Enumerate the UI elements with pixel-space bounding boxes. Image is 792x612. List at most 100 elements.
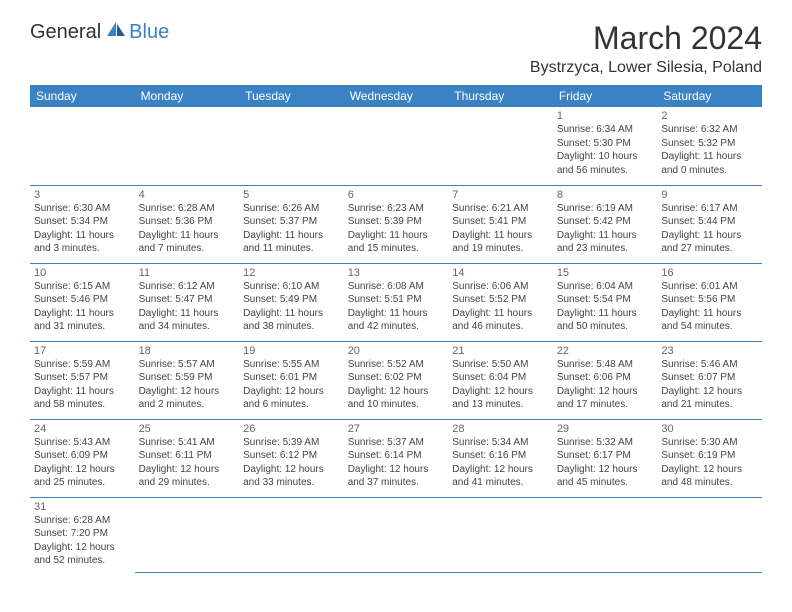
day-info: Sunrise: 6:08 AMSunset: 5:51 PMDaylight:… xyxy=(348,280,445,334)
calendar-day: 13Sunrise: 6:08 AMSunset: 5:51 PMDayligh… xyxy=(344,263,449,341)
calendar-day: 29Sunrise: 5:32 AMSunset: 6:17 PMDayligh… xyxy=(553,419,658,497)
day-number: 18 xyxy=(139,345,236,357)
day-number: 2 xyxy=(661,110,758,122)
day-number: 3 xyxy=(34,189,131,201)
calendar-day: 20Sunrise: 5:52 AMSunset: 6:02 PMDayligh… xyxy=(344,341,449,419)
calendar-day: 31Sunrise: 6:28 AMSunset: 7:20 PMDayligh… xyxy=(30,497,135,573)
day-info: Sunrise: 6:15 AMSunset: 5:46 PMDaylight:… xyxy=(34,280,131,334)
day-info: Sunrise: 5:39 AMSunset: 6:12 PMDaylight:… xyxy=(243,436,340,490)
weekday-tuesday: Tuesday xyxy=(239,85,344,107)
day-number: 6 xyxy=(348,189,445,201)
calendar-row: 10Sunrise: 6:15 AMSunset: 5:46 PMDayligh… xyxy=(30,263,762,341)
calendar-empty xyxy=(344,107,449,185)
calendar-day: 6Sunrise: 6:23 AMSunset: 5:39 PMDaylight… xyxy=(344,185,449,263)
day-info: Sunrise: 5:30 AMSunset: 6:19 PMDaylight:… xyxy=(661,436,758,490)
calendar-day: 28Sunrise: 5:34 AMSunset: 6:16 PMDayligh… xyxy=(448,419,553,497)
day-info: Sunrise: 6:21 AMSunset: 5:41 PMDaylight:… xyxy=(452,202,549,256)
day-number: 16 xyxy=(661,267,758,279)
day-number: 12 xyxy=(243,267,340,279)
calendar-empty xyxy=(239,497,344,573)
day-number: 21 xyxy=(452,345,549,357)
calendar-day: 16Sunrise: 6:01 AMSunset: 5:56 PMDayligh… xyxy=(657,263,762,341)
day-number: 22 xyxy=(557,345,654,357)
day-info: Sunrise: 6:19 AMSunset: 5:42 PMDaylight:… xyxy=(557,202,654,256)
calendar-day: 10Sunrise: 6:15 AMSunset: 5:46 PMDayligh… xyxy=(30,263,135,341)
day-number: 4 xyxy=(139,189,236,201)
day-info: Sunrise: 5:46 AMSunset: 6:07 PMDaylight:… xyxy=(661,358,758,412)
calendar-day: 30Sunrise: 5:30 AMSunset: 6:19 PMDayligh… xyxy=(657,419,762,497)
calendar-row: 1Sunrise: 6:34 AMSunset: 5:30 PMDaylight… xyxy=(30,107,762,185)
day-info: Sunrise: 6:32 AMSunset: 5:32 PMDaylight:… xyxy=(661,123,758,177)
day-info: Sunrise: 6:04 AMSunset: 5:54 PMDaylight:… xyxy=(557,280,654,334)
day-info: Sunrise: 5:57 AMSunset: 5:59 PMDaylight:… xyxy=(139,358,236,412)
calendar-row: 17Sunrise: 5:59 AMSunset: 5:57 PMDayligh… xyxy=(30,341,762,419)
calendar-empty xyxy=(239,107,344,185)
day-number: 25 xyxy=(139,423,236,435)
day-number: 20 xyxy=(348,345,445,357)
calendar-row: 31Sunrise: 6:28 AMSunset: 7:20 PMDayligh… xyxy=(30,497,762,573)
weekday-friday: Friday xyxy=(553,85,658,107)
location-text: Bystrzyca, Lower Silesia, Poland xyxy=(530,59,762,77)
day-info: Sunrise: 6:30 AMSunset: 5:34 PMDaylight:… xyxy=(34,202,131,256)
calendar-empty xyxy=(448,107,553,185)
calendar-day: 15Sunrise: 6:04 AMSunset: 5:54 PMDayligh… xyxy=(553,263,658,341)
calendar-empty xyxy=(344,497,449,573)
weekday-header-row: Sunday Monday Tuesday Wednesday Thursday… xyxy=(30,85,762,107)
calendar-row: 3Sunrise: 6:30 AMSunset: 5:34 PMDaylight… xyxy=(30,185,762,263)
day-number: 26 xyxy=(243,423,340,435)
calendar-day: 19Sunrise: 5:55 AMSunset: 6:01 PMDayligh… xyxy=(239,341,344,419)
day-number: 15 xyxy=(557,267,654,279)
day-info: Sunrise: 5:59 AMSunset: 5:57 PMDaylight:… xyxy=(34,358,131,412)
day-number: 7 xyxy=(452,189,549,201)
calendar-day: 22Sunrise: 5:48 AMSunset: 6:06 PMDayligh… xyxy=(553,341,658,419)
calendar-empty xyxy=(135,107,240,185)
calendar-day: 3Sunrise: 6:30 AMSunset: 5:34 PMDaylight… xyxy=(30,185,135,263)
day-number: 27 xyxy=(348,423,445,435)
calendar-day: 11Sunrise: 6:12 AMSunset: 5:47 PMDayligh… xyxy=(135,263,240,341)
calendar-day: 12Sunrise: 6:10 AMSunset: 5:49 PMDayligh… xyxy=(239,263,344,341)
day-number: 31 xyxy=(34,501,131,513)
day-info: Sunrise: 6:17 AMSunset: 5:44 PMDaylight:… xyxy=(661,202,758,256)
day-info: Sunrise: 5:41 AMSunset: 6:11 PMDaylight:… xyxy=(139,436,236,490)
day-info: Sunrise: 5:52 AMSunset: 6:02 PMDaylight:… xyxy=(348,358,445,412)
weekday-wednesday: Wednesday xyxy=(344,85,449,107)
calendar-day: 25Sunrise: 5:41 AMSunset: 6:11 PMDayligh… xyxy=(135,419,240,497)
month-title: March 2024 xyxy=(530,20,762,57)
calendar-day: 4Sunrise: 6:28 AMSunset: 5:36 PMDaylight… xyxy=(135,185,240,263)
calendar-empty xyxy=(657,497,762,573)
day-number: 24 xyxy=(34,423,131,435)
day-info: Sunrise: 5:48 AMSunset: 6:06 PMDaylight:… xyxy=(557,358,654,412)
day-number: 14 xyxy=(452,267,549,279)
calendar-day: 9Sunrise: 6:17 AMSunset: 5:44 PMDaylight… xyxy=(657,185,762,263)
day-info: Sunrise: 6:23 AMSunset: 5:39 PMDaylight:… xyxy=(348,202,445,256)
day-number: 11 xyxy=(139,267,236,279)
calendar-day: 7Sunrise: 6:21 AMSunset: 5:41 PMDaylight… xyxy=(448,185,553,263)
calendar-row: 24Sunrise: 5:43 AMSunset: 6:09 PMDayligh… xyxy=(30,419,762,497)
day-number: 19 xyxy=(243,345,340,357)
calendar-day: 26Sunrise: 5:39 AMSunset: 6:12 PMDayligh… xyxy=(239,419,344,497)
weekday-thursday: Thursday xyxy=(448,85,553,107)
day-info: Sunrise: 6:12 AMSunset: 5:47 PMDaylight:… xyxy=(139,280,236,334)
calendar-day: 14Sunrise: 6:06 AMSunset: 5:52 PMDayligh… xyxy=(448,263,553,341)
day-number: 17 xyxy=(34,345,131,357)
day-info: Sunrise: 5:50 AMSunset: 6:04 PMDaylight:… xyxy=(452,358,549,412)
day-number: 29 xyxy=(557,423,654,435)
day-number: 8 xyxy=(557,189,654,201)
day-info: Sunrise: 5:37 AMSunset: 6:14 PMDaylight:… xyxy=(348,436,445,490)
weekday-sunday: Sunday xyxy=(30,85,135,107)
logo: General Blue xyxy=(30,20,169,44)
day-number: 10 xyxy=(34,267,131,279)
day-number: 5 xyxy=(243,189,340,201)
calendar-empty xyxy=(448,497,553,573)
logo-sail-icon xyxy=(105,20,127,44)
calendar-day: 1Sunrise: 6:34 AMSunset: 5:30 PMDaylight… xyxy=(553,107,658,185)
calendar-day: 18Sunrise: 5:57 AMSunset: 5:59 PMDayligh… xyxy=(135,341,240,419)
calendar-day: 23Sunrise: 5:46 AMSunset: 6:07 PMDayligh… xyxy=(657,341,762,419)
day-number: 30 xyxy=(661,423,758,435)
day-info: Sunrise: 6:28 AMSunset: 7:20 PMDaylight:… xyxy=(34,514,131,568)
day-info: Sunrise: 6:28 AMSunset: 5:36 PMDaylight:… xyxy=(139,202,236,256)
calendar-empty xyxy=(135,497,240,573)
calendar-empty xyxy=(553,497,658,573)
day-number: 13 xyxy=(348,267,445,279)
day-info: Sunrise: 5:55 AMSunset: 6:01 PMDaylight:… xyxy=(243,358,340,412)
